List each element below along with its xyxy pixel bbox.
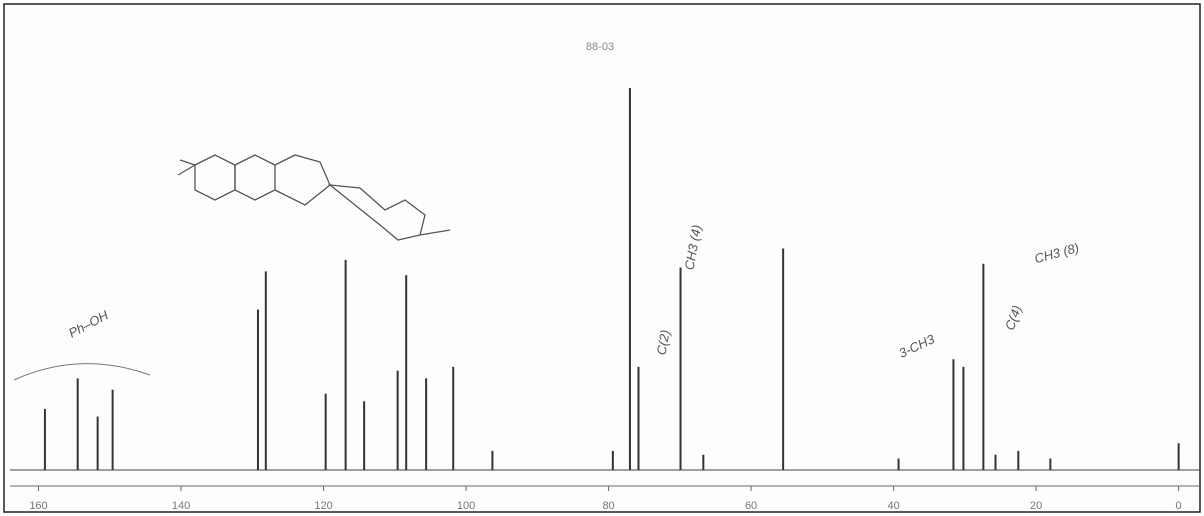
x-tick-label: 80 xyxy=(602,500,614,512)
x-tick-label: 0 xyxy=(1176,500,1182,512)
x-tick-label: 140 xyxy=(172,500,190,512)
chart-title: 88-03 xyxy=(586,41,614,53)
x-tick-label: 20 xyxy=(1030,500,1042,512)
x-tick-label: 60 xyxy=(745,500,757,512)
chart: 88-03 Ph–OHC(2)CH3 (4)3-CH3C(4)CH3 (8) 1… xyxy=(0,0,1204,516)
x-tick-label: 40 xyxy=(887,500,899,512)
frame xyxy=(4,4,1200,512)
x-tick-label: 100 xyxy=(457,500,475,512)
x-tick-label: 120 xyxy=(314,500,332,512)
x-tick-label: 160 xyxy=(29,500,47,512)
